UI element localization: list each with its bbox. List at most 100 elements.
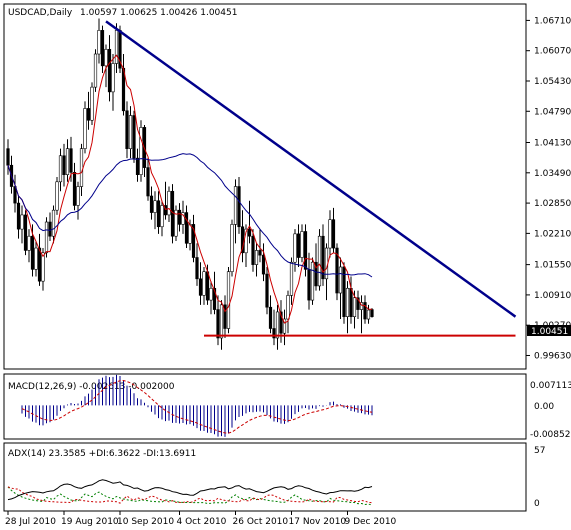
price-tick-label: 1.04790 [534,107,571,117]
candle-up [114,30,119,64]
candle-down [303,231,308,270]
candle-down [279,311,283,334]
candle-down [314,261,318,287]
candle-down [72,172,77,206]
candle-down [212,287,217,310]
macd-label: MACD(12,26,9) -0.002613 -0.002000 [8,382,175,392]
candle-up [20,214,24,230]
candle-down [335,247,339,294]
candle-up [317,235,322,287]
ma-slow-line [7,153,373,278]
candle-up [51,209,56,237]
candle-down [30,235,35,270]
time-tick-label: 4 Oct 2010 [177,517,227,527]
adx-line [7,479,373,501]
candle-down [223,304,227,329]
candle-up [230,224,234,273]
macd-tick-zero: 0.00 [534,402,554,412]
candle-down [149,195,154,213]
candle-down [177,209,182,225]
candle-up [275,311,280,339]
candle-up [111,63,115,93]
candles [6,18,374,350]
candle-down [195,257,199,280]
candle-down [100,30,105,67]
candle-up [181,212,185,225]
adx-tick-high: 57 [534,446,545,456]
time-tick-label: 28 Jul 2010 [5,517,56,527]
price-tick-label: 0.99630 [534,351,571,361]
candle-up [310,261,315,301]
candle-down [156,200,161,228]
candle-down [86,108,91,121]
candle-up [97,30,101,55]
time-tick-label: 10 Sep 2010 [117,517,174,527]
candle-up [139,127,143,175]
candle-down [307,269,311,301]
candle-up [41,252,45,282]
candle-up [338,266,343,294]
candle-down [37,247,42,282]
macd-tick-low: -0.00852 [530,430,570,440]
candle-up [209,287,213,301]
candle-down [198,278,203,296]
candle-down [272,328,276,339]
macd-indicator [21,374,373,437]
candle-down [237,186,241,228]
candle-up [58,155,63,183]
candle-up [244,228,248,254]
macd-panel [3,373,527,440]
candle-down [184,212,189,244]
candle-up [226,271,231,329]
price-tick-label: 1.02210 [534,229,571,239]
current-price-label: 1.00451 [531,327,568,337]
candle-down [331,219,336,249]
candle-down [258,250,262,256]
candle-up [286,295,290,320]
candle-up [93,53,98,88]
candle-down [363,302,367,320]
candle-up [345,287,350,317]
plus-di-line [7,486,373,506]
candle-down [6,148,10,166]
candle-down [107,48,112,93]
candle-down [356,297,360,310]
candle-up [104,48,108,67]
candle-down [191,224,196,258]
price-tick-label: 1.06070 [534,47,571,57]
candle-down [135,157,140,175]
candle-up [79,148,84,187]
price-panel [3,3,527,370]
descending-trendline [105,20,517,318]
candle-down [265,273,269,308]
candle-up [174,209,178,237]
price-tick-label: 1.05430 [534,77,571,87]
ma-fast-line [7,54,372,324]
candle-up [219,304,224,339]
candle-down [247,228,252,237]
candle-up [153,200,157,213]
price-tick-label: 1.06710 [534,16,571,26]
time-tick-label: 19 Aug 2010 [61,517,119,527]
adx-tick-low: 0 [534,499,540,509]
candle-down [261,254,266,275]
candle-up [128,115,133,149]
candle-down [170,190,175,237]
candle-down [296,233,301,258]
macd-tick-high: 0.007113 [530,381,571,391]
macd-signal-line [21,379,373,434]
candle-down [69,148,73,173]
candle-down [240,226,245,254]
candle-down [268,306,273,329]
price-axis: 1.06710 1.06070 1.05430 1.04790 1.04130 1.034… [526,16,571,361]
candle-up [328,219,332,249]
candle-up [202,271,206,296]
candle-up [233,186,238,225]
candle-up [293,233,297,263]
candle-down [125,110,129,149]
candle-up [366,309,371,320]
overlays [7,20,517,337]
candle-down [16,202,21,230]
candle-up [160,205,164,228]
candle-down [342,266,346,317]
